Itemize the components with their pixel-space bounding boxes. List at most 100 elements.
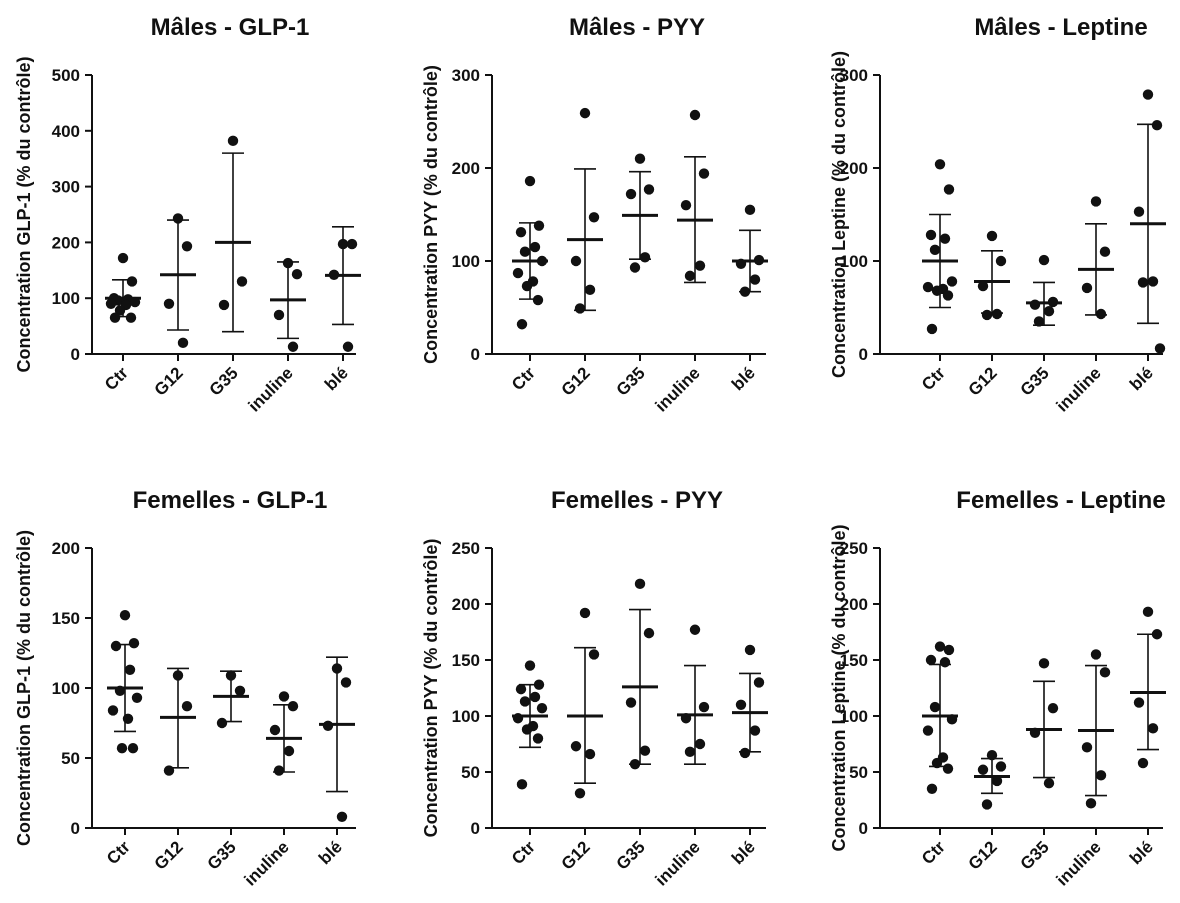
panel-5: Femelles - PYY Concentration PYY (% du co… [421,487,768,890]
data-point [291,269,303,280]
data-point [680,713,692,724]
y-tick-label: 250 [840,539,868,558]
panel-title: Mâles - GLP-1 [151,14,310,41]
data-point [625,188,637,200]
data-point [282,257,294,269]
y-tick-label: 200 [452,159,480,178]
data-point [1133,206,1145,217]
data-point [119,610,131,621]
y-tick-label: 100 [840,707,868,726]
x-tick-label: G12 [558,837,594,873]
y-tick-label: 250 [452,539,480,558]
data-point [117,252,129,264]
data-point [922,281,934,293]
x-tick-label: blé [728,363,759,394]
data-point [218,299,230,311]
data-point [126,276,138,287]
data-point [1081,282,1093,294]
data-point [926,323,938,335]
data-point [116,743,128,754]
data-point [181,241,193,252]
y-tick-label: 100 [52,679,80,698]
data-point [934,641,946,652]
y-tick-label: 400 [52,122,80,141]
y-tick-label: 0 [471,819,480,838]
data-point [1095,770,1107,781]
y-tick-label: 300 [840,66,868,85]
data-point [287,341,299,352]
data-point [922,725,934,736]
data-point [163,298,175,309]
data-point [1154,343,1166,354]
data-point [125,312,137,323]
data-point [689,109,701,121]
y-tick-label: 500 [52,66,80,85]
data-point [529,241,541,253]
data-point [753,677,765,688]
data-point [127,743,139,754]
data-point [177,337,189,349]
data-point [128,638,140,649]
data-point [1095,308,1107,320]
y-axis-label: Concentration GLP-1 (% du contrôle) [14,530,34,846]
x-tick-label: inuline [241,837,293,889]
data-point [680,200,692,211]
data-point [943,184,955,195]
data-point [1038,254,1050,266]
data-point [532,294,544,306]
y-tick-label: 300 [52,178,80,197]
data-point [512,713,524,724]
y-axis-label: Concentration PYY (% du contrôle) [421,65,441,364]
data-point [1043,306,1055,317]
data-point [533,679,545,690]
data-point [1099,246,1111,257]
data-point [536,702,548,714]
y-tick-label: 200 [452,595,480,614]
x-tick-label: G12 [151,837,187,873]
data-point [109,312,121,323]
panel-3: Mâles - Leptine Concentration Leptine (% … [829,14,1166,416]
data-point [939,233,951,244]
data-point [536,255,548,267]
data-point [533,220,545,231]
y-tick-label: 100 [52,289,80,308]
x-tick-label: G12 [151,363,187,399]
data-point [346,238,358,250]
data-point [684,746,696,758]
data-point [698,168,710,179]
data-point [337,238,349,250]
data-point [925,229,937,241]
y-axis-label: Concentration GLP-1 (% du contrôle) [14,56,34,372]
y-tick-label: 50 [461,763,480,782]
data-point [1147,723,1159,734]
data-point [931,285,943,296]
panel-6: Femelles - Leptine Concentration Leptine … [829,487,1166,890]
data-point [124,664,136,675]
y-tick-label: 100 [452,707,480,726]
data-point [749,725,761,736]
x-tick-label: G12 [558,363,594,399]
panel-title: Femelles - Leptine [956,487,1165,514]
x-tick-label: inuline [1053,837,1105,889]
data-point [114,305,126,316]
data-point [519,246,531,257]
y-tick-label: 0 [859,345,868,364]
data-point [946,714,958,725]
data-point [181,701,193,712]
x-tick-label: G35 [204,837,240,873]
x-tick-label: Ctr [508,837,539,868]
data-point [524,660,536,671]
data-point [519,696,531,707]
x-tick-label: Ctr [508,363,539,394]
data-point [942,290,954,301]
x-tick-label: blé [1126,837,1157,868]
x-tick-label: G35 [1017,837,1053,873]
data-point [1133,697,1145,708]
data-point [521,724,533,735]
y-tick-label: 150 [52,609,80,628]
data-point [684,270,696,282]
data-point [986,750,998,761]
data-point [584,748,596,760]
y-tick-label: 50 [61,749,80,768]
